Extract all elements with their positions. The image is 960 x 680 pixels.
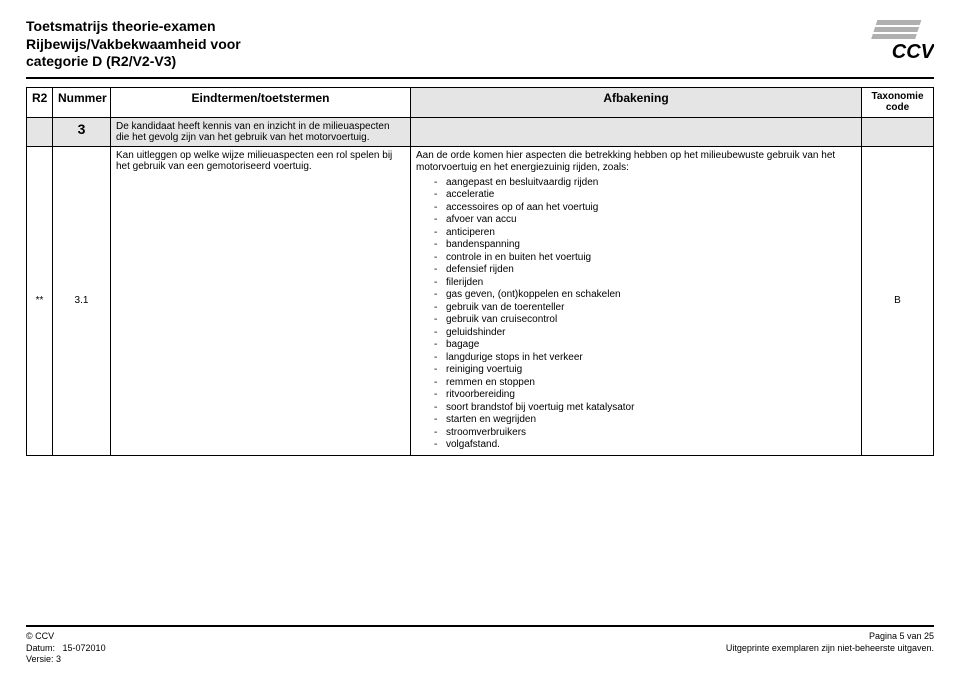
col-r2: R2 [27,87,53,117]
col-taxonomie: Taxonomie code [862,87,934,117]
footer-divider [26,625,934,627]
list-item: ritvoorbereiding [434,389,856,402]
list-item: gebruik van de toerenteller [434,302,856,315]
list-item: anticiperen [434,227,856,240]
page-footer: © CCV Datum: 15-072010 Versie: 3 Pagina … [26,625,934,666]
footer-disclaimer: Uitgeprinte exemplaren zijn niet-beheers… [726,643,934,653]
list-item: defensief rijden [434,264,856,277]
cell-eindtermen: De kandidaat heeft kennis van en inzicht… [111,117,411,146]
footer-datum-value: 15-072010 [63,643,106,653]
list-item: langdurige stops in het verkeer [434,352,856,365]
cell-taxonomie: B [862,146,934,455]
page-header: Toetsmatrijs theorie-examen Rijbewijs/Va… [26,18,934,71]
footer-left: © CCV Datum: 15-072010 Versie: 3 [26,631,106,666]
afbakening-list: aangepast en besluitvaardig rijden accel… [416,177,856,452]
footer-copyright: © CCV [26,631,54,641]
cell-taxonomie [862,117,934,146]
matrix-table: R2 Nummer Eindtermen/toetstermen Afbaken… [26,87,934,456]
logo-text: CCV [892,41,934,62]
list-item: remmen en stoppen [434,377,856,390]
list-item: stroomverbruikers [434,427,856,440]
list-item: accessoires op of aan het voertuig [434,202,856,215]
list-item: soort brandstof bij voertuig met katalys… [434,402,856,415]
afbakening-intro: Aan de orde komen hier aspecten die betr… [416,150,856,175]
ccv-logo: CCV [866,18,934,62]
cell-nummer: 3 [53,117,111,146]
list-item: filerijden [434,277,856,290]
cell-afbakening: Aan de orde komen hier aspecten die betr… [411,146,862,455]
footer-right: Pagina 5 van 25 Uitgeprinte exemplaren z… [726,631,934,654]
title-line-3: categorie D (R2/V2-V3) [26,53,176,69]
col-afbakening: Afbakening [411,87,862,117]
footer-versie-label: Versie: [26,654,54,664]
list-item: acceleratie [434,189,856,202]
list-item: starten en wegrijden [434,414,856,427]
table-row: ** 3.1 Kan uitleggen op welke wijze mili… [27,146,934,455]
document-title: Toetsmatrijs theorie-examen Rijbewijs/Va… [26,18,241,71]
footer-datum-label: Datum: [26,643,55,653]
col-eindtermen: Eindtermen/toetstermen [111,87,411,117]
list-item: afvoer van accu [434,214,856,227]
afbakening-content: Aan de orde komen hier aspecten die betr… [416,150,856,452]
list-item: gas geven, (ont)koppelen en schakelen [434,289,856,302]
title-line-2: Rijbewijs/Vakbekwaamheid voor [26,36,241,52]
col-nummer: Nummer [53,87,111,117]
cell-r2: ** [27,146,53,455]
list-item: gebruik van cruisecontrol [434,314,856,327]
cell-afbakening [411,117,862,146]
cell-r2 [27,117,53,146]
list-item: controle in en buiten het voertuig [434,252,856,265]
footer-page-number: Pagina 5 van 25 [869,631,934,641]
list-item: reiniging voertuig [434,364,856,377]
list-item: bandenspanning [434,239,856,252]
list-item: geluidshinder [434,327,856,340]
footer-versie-value: 3 [56,654,61,664]
title-line-1: Toetsmatrijs theorie-examen [26,18,216,34]
table-header-row: R2 Nummer Eindtermen/toetstermen Afbaken… [27,87,934,117]
list-item: volgafstand. [434,439,856,452]
table-row: 3 De kandidaat heeft kennis van en inzic… [27,117,934,146]
header-divider [26,77,934,79]
cell-nummer: 3.1 [53,146,111,455]
list-item: bagage [434,339,856,352]
list-item: aangepast en besluitvaardig rijden [434,177,856,190]
page: Toetsmatrijs theorie-examen Rijbewijs/Va… [0,0,960,680]
cell-eindtermen: Kan uitleggen op welke wijze milieuaspec… [111,146,411,455]
